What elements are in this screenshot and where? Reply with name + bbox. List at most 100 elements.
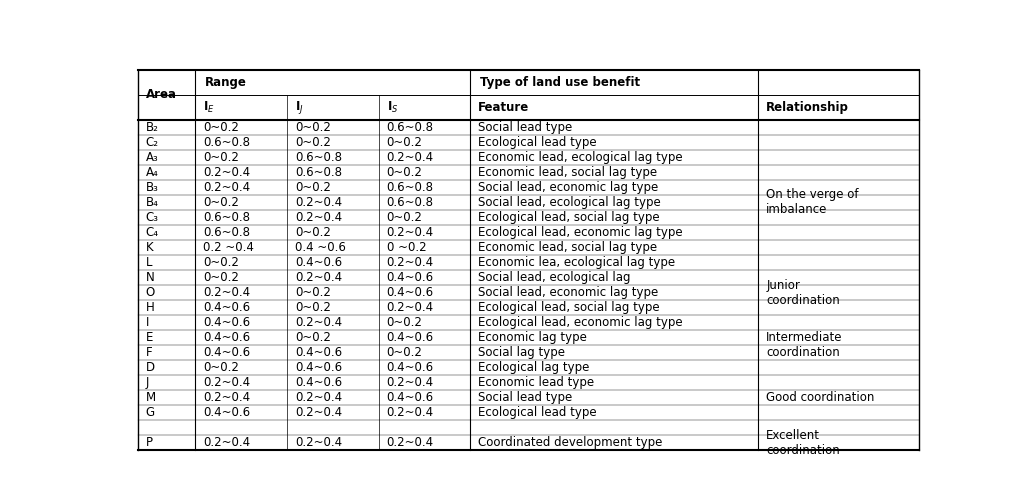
Text: I$_J$: I$_J$ bbox=[294, 99, 304, 116]
Text: 0.4~0.6: 0.4~0.6 bbox=[294, 361, 342, 374]
Text: 0.2~0.4: 0.2~0.4 bbox=[294, 211, 342, 224]
Text: Coordinated development type: Coordinated development type bbox=[478, 436, 663, 449]
Text: 0.2~0.4: 0.2~0.4 bbox=[294, 407, 342, 419]
Text: 0.4~0.6: 0.4~0.6 bbox=[387, 286, 434, 299]
Text: 0.2~0.4: 0.2~0.4 bbox=[203, 376, 250, 389]
Text: 0.6~0.8: 0.6~0.8 bbox=[387, 196, 434, 209]
Text: 0~0.2: 0~0.2 bbox=[294, 121, 330, 134]
Text: 0.4~0.6: 0.4~0.6 bbox=[203, 316, 250, 329]
Text: 0~0.2: 0~0.2 bbox=[203, 271, 239, 284]
Text: 0.2~0.4: 0.2~0.4 bbox=[203, 286, 250, 299]
Text: 0.2~0.4: 0.2~0.4 bbox=[294, 316, 342, 329]
Text: 0~0.2: 0~0.2 bbox=[387, 211, 423, 224]
Text: B₄: B₄ bbox=[146, 196, 159, 209]
Text: 0.4~0.6: 0.4~0.6 bbox=[203, 331, 250, 344]
Text: 0~0.2: 0~0.2 bbox=[203, 196, 239, 209]
Text: 0.2~0.4: 0.2~0.4 bbox=[203, 181, 250, 194]
Text: 0.2~0.4: 0.2~0.4 bbox=[294, 196, 342, 209]
Text: C₃: C₃ bbox=[146, 211, 159, 224]
Text: 0.6~0.8: 0.6~0.8 bbox=[294, 151, 342, 164]
Text: Economic lea, ecological lag type: Economic lea, ecological lag type bbox=[478, 256, 675, 269]
Text: Social lead type: Social lead type bbox=[478, 121, 573, 134]
Text: 0~0.2: 0~0.2 bbox=[387, 316, 423, 329]
Text: Social lead, economic lag type: Social lead, economic lag type bbox=[478, 286, 659, 299]
Text: H: H bbox=[146, 301, 155, 314]
Text: Social lead, ecological lag: Social lead, ecological lag bbox=[478, 271, 631, 284]
Text: J: J bbox=[146, 376, 149, 389]
Text: 0~0.2: 0~0.2 bbox=[294, 301, 330, 314]
Text: 0.2~0.4: 0.2~0.4 bbox=[387, 301, 434, 314]
Text: Good coordination: Good coordination bbox=[766, 391, 875, 405]
Text: E: E bbox=[146, 331, 153, 344]
Text: I$_S$: I$_S$ bbox=[387, 100, 398, 115]
Text: Social lead, ecological lag type: Social lead, ecological lag type bbox=[478, 196, 661, 209]
Text: I: I bbox=[146, 316, 149, 329]
Text: 0~0.2: 0~0.2 bbox=[203, 361, 239, 374]
Text: 0.4~0.6: 0.4~0.6 bbox=[387, 331, 434, 344]
Text: 0.2~0.4: 0.2~0.4 bbox=[387, 376, 434, 389]
Text: Ecological lead, social lag type: Ecological lead, social lag type bbox=[478, 211, 660, 224]
Text: B₃: B₃ bbox=[146, 181, 159, 194]
Text: P: P bbox=[146, 436, 153, 449]
Text: K: K bbox=[146, 241, 153, 254]
Text: Social lead type: Social lead type bbox=[478, 391, 573, 405]
Text: 0.6~0.8: 0.6~0.8 bbox=[203, 136, 250, 149]
Text: On the verge of
imbalance: On the verge of imbalance bbox=[766, 188, 859, 217]
Text: Economic lead, ecological lag type: Economic lead, ecological lag type bbox=[478, 151, 682, 164]
Text: I$_E$: I$_E$ bbox=[203, 100, 215, 115]
Text: Ecological lead type: Ecological lead type bbox=[478, 407, 597, 419]
Text: M: M bbox=[146, 391, 156, 405]
Text: 0.6~0.8: 0.6~0.8 bbox=[294, 166, 342, 179]
Text: 0.4~0.6: 0.4~0.6 bbox=[203, 407, 250, 419]
Text: Economic lead type: Economic lead type bbox=[478, 376, 594, 389]
Text: Ecological lag type: Ecological lag type bbox=[478, 361, 590, 374]
Text: O: O bbox=[146, 286, 155, 299]
Text: 0.4~0.6: 0.4~0.6 bbox=[203, 346, 250, 359]
Text: 0.2~0.4: 0.2~0.4 bbox=[203, 391, 250, 405]
Text: Range: Range bbox=[205, 76, 247, 89]
Text: 0.4~0.6: 0.4~0.6 bbox=[294, 346, 342, 359]
Text: 0.4 ~0.6: 0.4 ~0.6 bbox=[294, 241, 346, 254]
Text: L: L bbox=[146, 256, 152, 269]
Text: 0.2~0.4: 0.2~0.4 bbox=[387, 256, 434, 269]
Text: C₂: C₂ bbox=[146, 136, 159, 149]
Text: Feature: Feature bbox=[478, 101, 529, 114]
Text: 0.4~0.6: 0.4~0.6 bbox=[294, 256, 342, 269]
Text: 0.4~0.6: 0.4~0.6 bbox=[387, 271, 434, 284]
Text: 0.6~0.8: 0.6~0.8 bbox=[387, 181, 434, 194]
Text: 0~0.2: 0~0.2 bbox=[294, 286, 330, 299]
Text: A₄: A₄ bbox=[146, 166, 158, 179]
Text: 0.6~0.8: 0.6~0.8 bbox=[203, 211, 250, 224]
Text: 0 ~0.2: 0 ~0.2 bbox=[387, 241, 426, 254]
Text: 0~0.2: 0~0.2 bbox=[294, 226, 330, 239]
Text: F: F bbox=[146, 346, 153, 359]
Text: 0~0.2: 0~0.2 bbox=[387, 346, 423, 359]
Text: Area: Area bbox=[146, 88, 176, 102]
Text: 0~0.2: 0~0.2 bbox=[294, 181, 330, 194]
Text: Intermediate
coordination: Intermediate coordination bbox=[766, 331, 842, 359]
Text: 0~0.2: 0~0.2 bbox=[294, 136, 330, 149]
Text: 0.2~0.4: 0.2~0.4 bbox=[387, 151, 434, 164]
Text: Social lag type: Social lag type bbox=[478, 346, 565, 359]
Text: 0.2~0.4: 0.2~0.4 bbox=[294, 436, 342, 449]
Text: 0.4~0.6: 0.4~0.6 bbox=[203, 301, 250, 314]
Text: 0~0.2: 0~0.2 bbox=[203, 121, 239, 134]
Text: 0.2~0.4: 0.2~0.4 bbox=[294, 391, 342, 405]
Text: A₃: A₃ bbox=[146, 151, 158, 164]
Text: Ecological lead type: Ecological lead type bbox=[478, 136, 597, 149]
Text: 0.2~0.4: 0.2~0.4 bbox=[387, 407, 434, 419]
Text: Social lead, economic lag type: Social lead, economic lag type bbox=[478, 181, 659, 194]
Text: N: N bbox=[146, 271, 155, 284]
Text: Excellent
coordination: Excellent coordination bbox=[766, 429, 840, 457]
Text: 0.6~0.8: 0.6~0.8 bbox=[387, 121, 434, 134]
Text: 0.2~0.4: 0.2~0.4 bbox=[203, 166, 250, 179]
Text: Relationship: Relationship bbox=[766, 101, 850, 114]
Text: C₄: C₄ bbox=[146, 226, 159, 239]
Text: 0.6~0.8: 0.6~0.8 bbox=[203, 226, 250, 239]
Text: 0.4~0.6: 0.4~0.6 bbox=[387, 391, 434, 405]
Text: Economic lag type: Economic lag type bbox=[478, 331, 587, 344]
Text: Junior
coordination: Junior coordination bbox=[766, 279, 840, 306]
Text: Ecological lead, social lag type: Ecological lead, social lag type bbox=[478, 301, 660, 314]
Text: D: D bbox=[146, 361, 155, 374]
Text: Economic lead, social lag type: Economic lead, social lag type bbox=[478, 166, 658, 179]
